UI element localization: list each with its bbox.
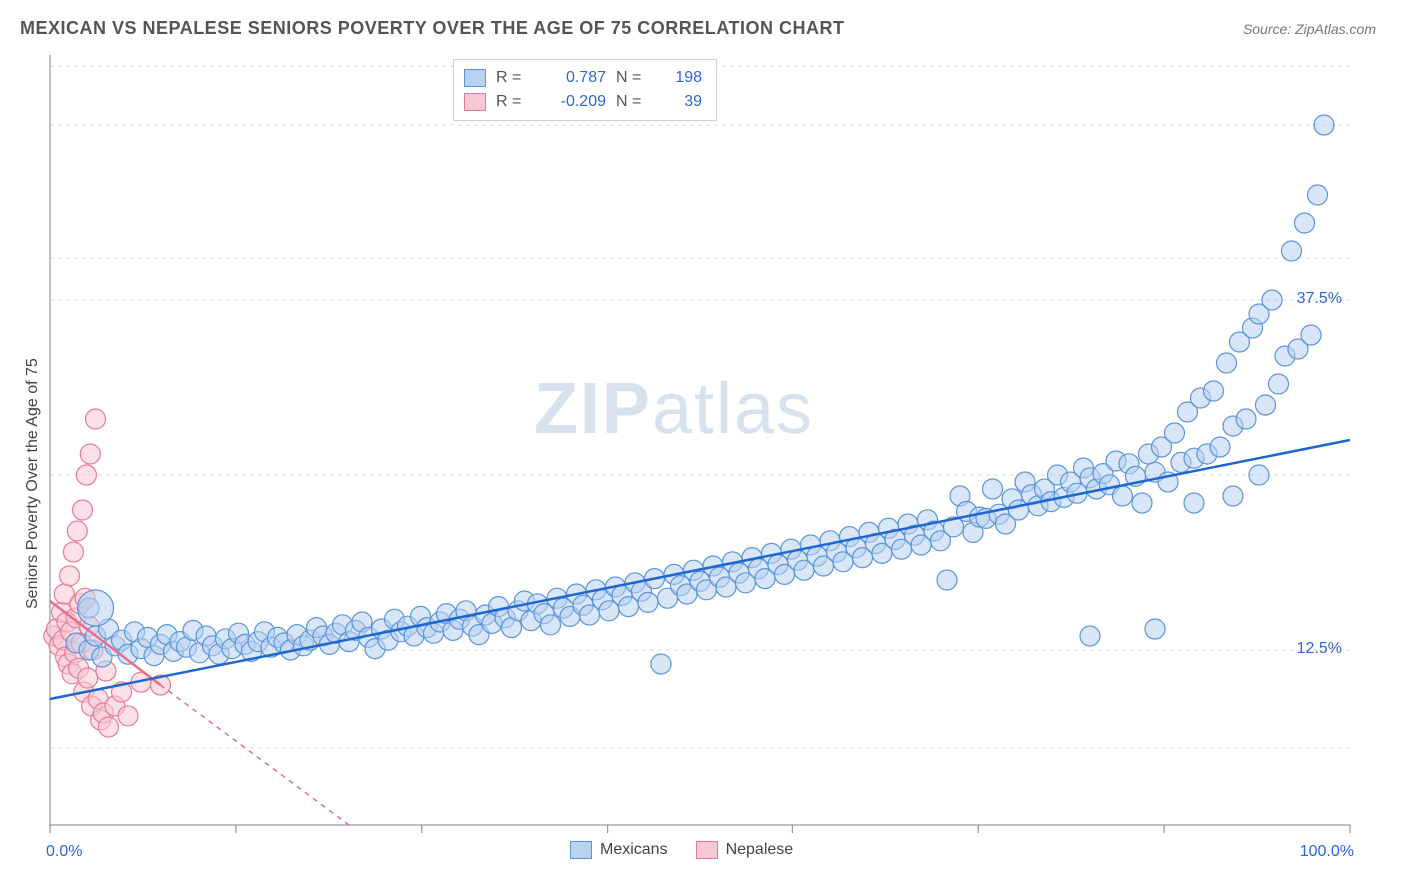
scatter-point-mexicans [1165,423,1185,443]
scatter-point-mexicans [1269,374,1289,394]
scatter-point-nepalese [63,542,83,562]
y-axis-label: Seniors Poverty Over the Age of 75 [24,359,42,610]
x-tick-label: 100.0% [1300,843,1354,861]
legend-item-nepalese: Nepalese [696,841,794,859]
legend-label: Mexicans [600,841,668,859]
y-tick-label: 37.5% [1297,290,1342,308]
n-label: N = [616,69,648,87]
scatter-point-mexicans [1210,437,1230,457]
r-label: R = [496,69,528,87]
scatter-point-nepalese [80,444,100,464]
scatter-point-mexicans [1314,115,1334,135]
scatter-point-mexicans [1080,626,1100,646]
scatter-point-mexicans [1282,241,1302,261]
legend-swatch [464,69,486,87]
scatter-point-mexicans [1113,486,1133,506]
y-tick-label: 12.5% [1297,640,1342,658]
n-label: N = [616,93,648,111]
legend-item-mexicans: Mexicans [570,841,668,859]
r-value: 0.787 [538,69,606,87]
n-value: 198 [658,69,702,87]
scatter-point-mexicans [1301,325,1321,345]
scatter-point-nepalese [118,706,138,726]
scatter-point-mexicans [1132,493,1152,513]
scatter-point-nepalese [73,500,93,520]
scatter-point-mexicans [1223,486,1243,506]
scatter-point-mexicans [1184,493,1204,513]
legend-swatch [464,93,486,111]
x-tick-label: 0.0% [46,843,82,861]
scatter-point-mexicans [937,570,957,590]
scatter-point-mexicans [638,592,658,612]
scatter-point-mexicans [1256,395,1276,415]
scatter-point-large [78,590,114,626]
scatter-point-mexicans [1308,185,1328,205]
scatter-point-nepalese [86,409,106,429]
scatter-point-nepalese [60,566,80,586]
scatter-point-mexicans [1262,290,1282,310]
legend-row-mexicans: R = 0.787 N = 198 [464,66,702,90]
scatter-point-mexicans [1204,381,1224,401]
r-value: -0.209 [538,93,606,111]
n-value: 39 [658,93,702,111]
scatter-point-mexicans [541,615,561,635]
legend-swatch [570,841,592,859]
legend-swatch [696,841,718,859]
scatter-point-nepalese [99,717,119,737]
r-label: R = [496,93,528,111]
scatter-point-mexicans [983,479,1003,499]
legend-label: Nepalese [726,841,794,859]
legend-row-nepalese: R = -0.209 N = 39 [464,90,702,114]
scatter-point-mexicans [1295,213,1315,233]
trendline-nepalese-ext [161,685,350,825]
scatter-point-mexicans [651,654,671,674]
scatter-point-mexicans [1249,465,1269,485]
scatter-point-mexicans [1145,619,1165,639]
scatter-point-nepalese [76,465,96,485]
scatter-point-mexicans [1236,409,1256,429]
scatter-point-mexicans [1217,353,1237,373]
scatter-point-nepalese [67,521,87,541]
trendline-mexicans [50,440,1350,699]
scatter-point-nepalese [78,668,98,688]
series-legend: Mexicans Nepalese [570,841,793,859]
correlation-legend: R = 0.787 N = 198 R = -0.209 N = 39 [453,59,717,121]
